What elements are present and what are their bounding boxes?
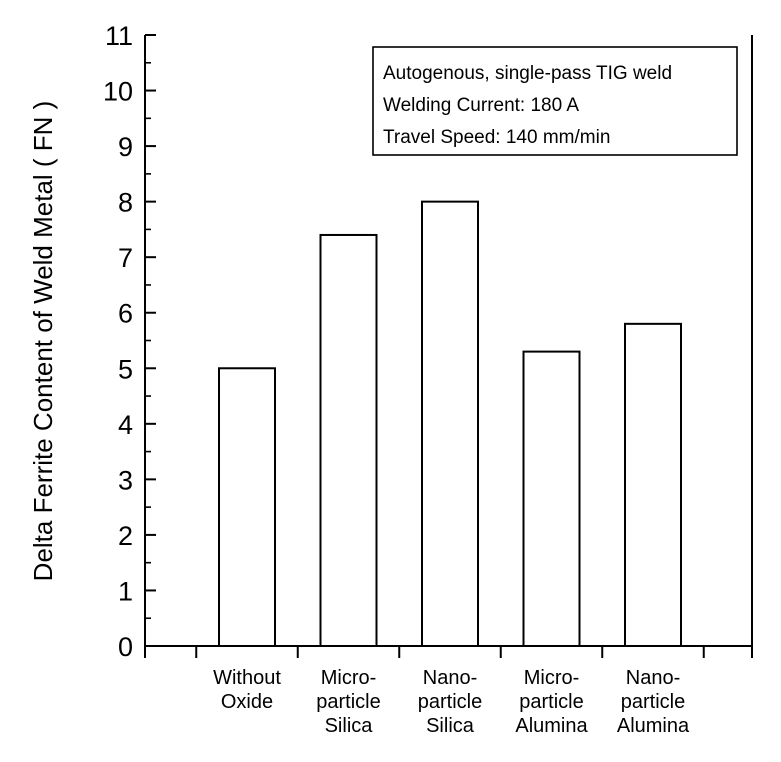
y-axis: 0 1 2 3 4 5 6 7 8 9 10 11 bbox=[103, 21, 156, 662]
x-tick-label: Without Oxide bbox=[213, 667, 281, 713]
annotation-line-3: Travel Speed: 140 mm/min bbox=[383, 127, 610, 148]
x-tick-label: Nano-particle Silica bbox=[418, 667, 482, 737]
y-tick-label: 2 bbox=[118, 521, 133, 551]
y-tick-label: 10 bbox=[103, 77, 133, 107]
bars bbox=[218, 200, 682, 648]
annotation-line-1: Autogenous, single-pass TIG weld bbox=[383, 63, 672, 84]
y-tick-label: 7 bbox=[118, 243, 133, 273]
y-tick-label: 1 bbox=[118, 576, 133, 606]
bar bbox=[319, 233, 378, 648]
y-tick-label: 9 bbox=[118, 132, 133, 162]
y-tick-label: 5 bbox=[118, 354, 133, 384]
x-axis: Without Oxide Micro-particle Silica Nano-par… bbox=[195, 646, 705, 737]
bar bbox=[218, 367, 276, 647]
y-tick-label: 8 bbox=[118, 188, 133, 218]
y-tick-label: 0 bbox=[118, 632, 133, 662]
bar bbox=[522, 350, 581, 647]
y-tick-label: 4 bbox=[118, 410, 133, 440]
x-tick-label: Micro-particle Alumina bbox=[515, 667, 588, 737]
bar bbox=[421, 200, 479, 648]
y-tick-label: 6 bbox=[118, 299, 133, 329]
x-tick-label: Nano-particle Alumina bbox=[617, 667, 690, 737]
y-axis-label: Delta Ferrite Content of Weld Metal ( FN… bbox=[28, 101, 58, 582]
y-tick-label: 3 bbox=[118, 465, 133, 495]
y-tick-label: 11 bbox=[105, 21, 133, 51]
x-tick-label: Micro-particle Silica bbox=[316, 667, 380, 737]
bar bbox=[624, 322, 682, 647]
annotation-box: Autogenous, single-pass TIG weld Welding… bbox=[372, 46, 738, 156]
annotation-line-2: Welding Current: 180 A bbox=[383, 95, 579, 116]
